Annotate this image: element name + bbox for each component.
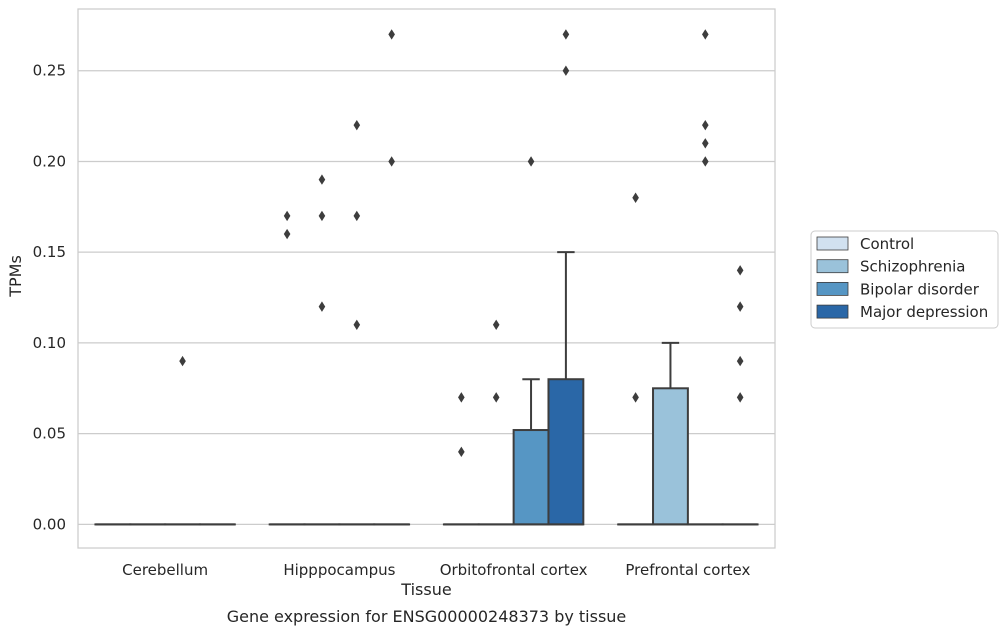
legend: Control Schizophrenia Bipolar disorder Majo… xyxy=(810,230,999,329)
legend-label: Major depression xyxy=(860,303,988,321)
outlier-point xyxy=(736,392,744,403)
outlier-point xyxy=(527,156,535,167)
plot-frame xyxy=(77,8,776,549)
y-tick-label: 0.25 xyxy=(33,62,66,80)
y-tick-label: 0.05 xyxy=(33,425,66,443)
outlier-point xyxy=(736,355,744,367)
outlier-point xyxy=(562,65,570,76)
x-tick-label: Prefrontal cortex xyxy=(625,561,750,579)
x-tick-labels: Cerebellum Hipppocampus Orbitofrontal cort… xyxy=(122,561,750,579)
outlier-point xyxy=(736,265,744,276)
outlier-point xyxy=(632,392,639,403)
outlier-point xyxy=(736,301,744,312)
box-group xyxy=(373,29,411,526)
outlier-point xyxy=(458,392,465,403)
box xyxy=(547,378,585,526)
outlier-point xyxy=(318,301,326,312)
box-group xyxy=(686,29,724,526)
box-group xyxy=(547,29,585,526)
box-group xyxy=(477,319,515,526)
outlier-point xyxy=(388,29,395,40)
outlier-point xyxy=(353,119,361,131)
outlier-point xyxy=(702,138,709,149)
x-tick-label: Cerebellum xyxy=(122,561,208,579)
outlier-point xyxy=(458,446,465,458)
outlier-point xyxy=(353,319,361,330)
x-axis-title: Tissue xyxy=(400,580,451,599)
box-group xyxy=(721,265,759,526)
outlier-point xyxy=(353,210,361,222)
box-group xyxy=(617,192,655,526)
outlier-point xyxy=(318,210,326,222)
y-tick-label: 0.20 xyxy=(33,152,66,170)
y-tick-label: 0.15 xyxy=(33,243,66,261)
x-tick-label: Orbitofrontal cortex xyxy=(440,561,588,579)
box-group xyxy=(652,341,689,526)
y-tick-labels: 0.00 0.05 0.10 0.15 0.20 0.25 xyxy=(33,62,66,534)
y-axis-title: TPMs xyxy=(6,255,25,298)
legend-label: Control xyxy=(860,235,914,253)
outlier-point xyxy=(179,355,186,367)
outlier-point xyxy=(318,174,326,185)
outlier-point xyxy=(492,392,500,403)
y-tick-label: 0.00 xyxy=(33,515,66,533)
outlier-point xyxy=(388,156,395,167)
box xyxy=(512,429,550,526)
x-tick-label: Hipppocampus xyxy=(283,561,395,579)
legend-swatch xyxy=(816,259,849,274)
outlier-point xyxy=(632,192,639,203)
outlier-point xyxy=(283,210,291,222)
legend-swatch xyxy=(816,304,849,319)
legend-label: Bipolar disorder xyxy=(860,280,980,298)
y-tick-label: 0.10 xyxy=(33,334,66,352)
legend-swatch xyxy=(816,236,849,251)
box xyxy=(652,387,689,526)
outlier-point xyxy=(562,29,570,40)
box-series xyxy=(94,29,759,526)
outlier-point xyxy=(702,119,709,131)
box-group xyxy=(338,119,376,526)
outlier-point xyxy=(702,29,709,40)
legend-frame xyxy=(810,230,999,329)
outlier-point xyxy=(702,156,709,167)
box-group xyxy=(512,156,550,526)
chart-caption: Gene expression for ENSG00000248373 by t… xyxy=(227,607,627,626)
legend-label: Schizophrenia xyxy=(860,258,965,276)
outlier-point xyxy=(492,319,500,330)
outlier-point xyxy=(283,228,291,240)
legend-swatch xyxy=(816,281,849,296)
